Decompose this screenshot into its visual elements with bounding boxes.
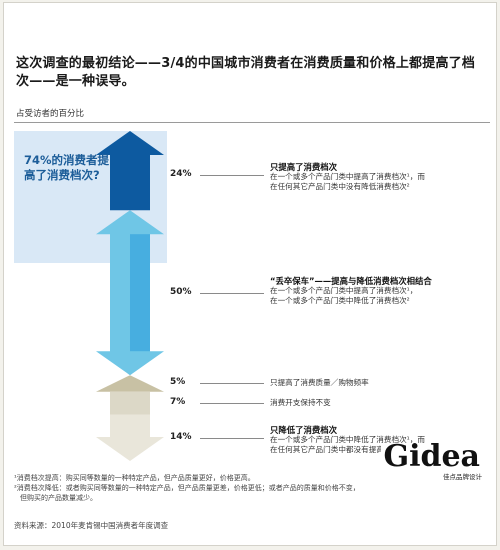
value-label: 50% — [170, 286, 192, 297]
category-detail-line: 在一个或多个产品门类中降低了消费档次¹，而 — [270, 434, 425, 444]
category-description: 只提高了消费档次 在一个或多个产品门类中提高了消费档次¹，而 在任何其它产品门类中没… — [270, 162, 492, 192]
leader-line — [200, 403, 264, 405]
value-label: 5% — [170, 377, 186, 388]
category-title: 只降低了消费档次 — [270, 424, 337, 435]
category-title: 只提高了消费档次 — [270, 162, 337, 172]
category-description: 只降低了消费档次 在一个或多个产品门类中降低了消费档次¹，而 在任何其它产品门类中都… — [270, 425, 492, 455]
arrow-chart — [14, 131, 167, 461]
logo-wordmark: Gidea — [381, 439, 482, 474]
category-title: “丢卒保车”——提高与降低消费档次相结合 — [270, 275, 432, 286]
category-detail-line: 在任何其它产品门类中都没有提高消费档次² — [270, 444, 418, 454]
value-label: 24% — [170, 169, 192, 179]
callout-text: 74%的消费者提高了消费档次? — [24, 153, 110, 182]
title-divider — [14, 122, 490, 123]
category-title: 消费开支保持不变 — [270, 398, 331, 408]
source-note: 资料来源：2010年麦肯锡中国消费者年度调查 — [14, 521, 169, 530]
up-arrow-mark — [96, 131, 164, 211]
brand-logo: Gidea 佳点品牌设计 — [381, 439, 482, 481]
leader-line — [200, 437, 264, 439]
category-description: 只提高了消费质量／购物频率 — [270, 378, 492, 388]
category-detail-line: 在一个或多个产品门类中提高了消费档次¹， — [270, 285, 418, 295]
category-detail-line: 在任何其它产品门类中没有降低消费档次² — [270, 182, 410, 191]
value-label: 14% — [170, 431, 192, 442]
category-detail-line: 在一个或多个产品门类中提高了消费档次¹，而 — [270, 172, 425, 181]
chart-marks — [96, 131, 164, 461]
logo-tagline: 佳点品牌设计 — [443, 473, 482, 481]
leader-line — [200, 175, 264, 176]
footnote-2-cont: 但购买的产品数量减少。 — [20, 494, 97, 502]
chart-title: 这次调查的最初结论——3/4的中国城市消费者在消费质量和价格上都提高了档次——是… — [16, 56, 476, 89]
category-description: “丢卒保车”——提高与降低消费档次相结合 在一个或多个产品门类中提高了消费档次¹，… — [270, 276, 492, 306]
category-description: 消费开支保持不变 — [270, 398, 492, 408]
unchanged-block-mark — [110, 391, 150, 415]
footnotes: ¹消费档次提高：购买同等数量的一种特定产品，但产品质量更好，价格更高。 ²消费档… — [14, 473, 484, 503]
category-title: 只提高了消费质量／购物频率 — [270, 378, 369, 388]
down-arrow-mark — [96, 414, 164, 461]
chart-subtitle: 占受访者的百分比 — [16, 109, 85, 119]
leader-line — [200, 383, 264, 385]
infographic-page: 这次调查的最初结论——3/4的中国城市消费者在消费质量和价格上都提高了档次——是… — [3, 2, 497, 546]
leader-line — [200, 292, 264, 294]
category-detail-line: 在一个或多个产品门类中降低了消费档次² — [270, 295, 410, 305]
double-arrow-shade — [130, 234, 150, 352]
quality-arrow-mark — [96, 375, 164, 392]
footnote-2: ²消费档次降低：或者购买同等数量的一种特定产品，但产品质量更差，价格更低；或者产… — [14, 484, 360, 492]
value-label: 7% — [170, 397, 186, 408]
footnote-1: ¹消费档次提高：购买同等数量的一种特定产品，但产品质量更好，价格更高。 — [14, 474, 255, 482]
